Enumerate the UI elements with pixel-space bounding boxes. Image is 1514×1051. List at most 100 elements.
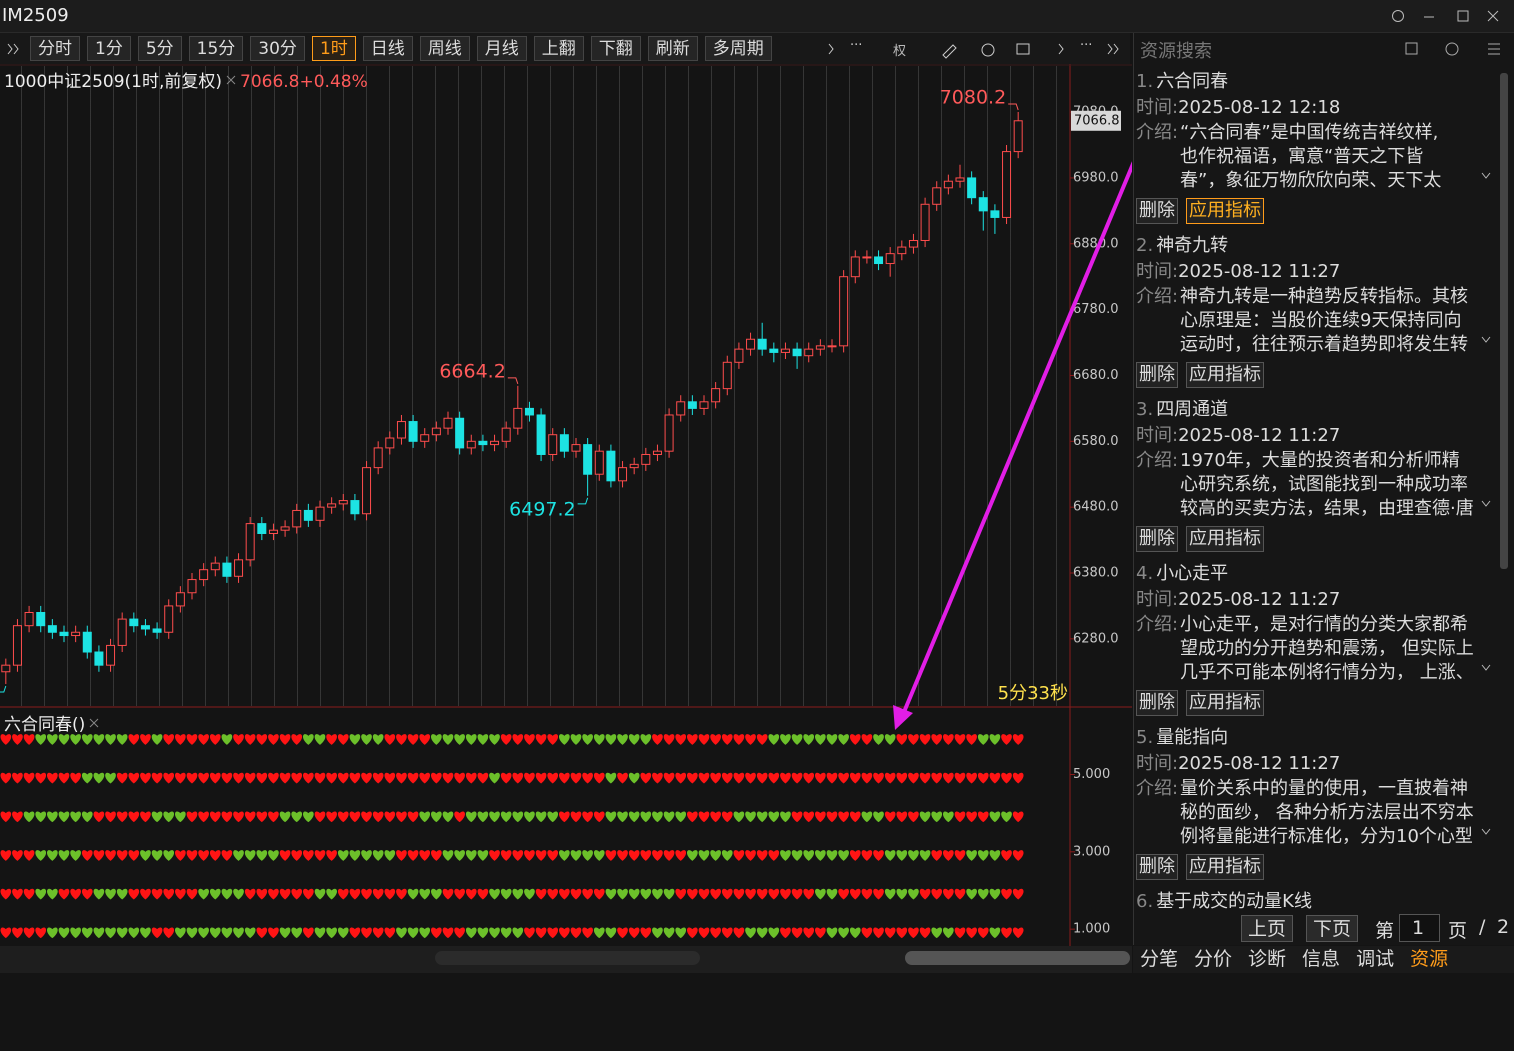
close-indicator[interactable] xyxy=(224,73,238,87)
toolbar-button[interactable]: 30分 xyxy=(250,36,305,61)
toolbar-button[interactable]: 上翻 xyxy=(533,36,584,61)
cloud-icon[interactable] xyxy=(981,43,995,57)
toolbar-button[interactable]: 1时 xyxy=(311,36,356,61)
bottom-tab[interactable]: 分价 xyxy=(1194,948,1233,970)
item-button[interactable]: 删除 xyxy=(1136,854,1178,880)
item-button[interactable]: 应用指标 xyxy=(1186,362,1264,388)
heart xyxy=(175,811,186,823)
close-indicator[interactable] xyxy=(87,716,101,730)
item-button[interactable]: 应用指标 xyxy=(1186,198,1264,224)
heart xyxy=(559,850,570,861)
next-page[interactable]: 下页 xyxy=(1306,915,1359,942)
expand-chevron[interactable] xyxy=(1480,827,1492,837)
heart xyxy=(186,734,198,745)
heart xyxy=(849,927,861,939)
heart xyxy=(873,927,884,939)
help-icon[interactable] xyxy=(1392,10,1404,22)
expand-chevron[interactable] xyxy=(1480,171,1492,181)
item-button[interactable]: 删除 xyxy=(1136,690,1178,716)
item-button[interactable]: 删除 xyxy=(1136,362,1178,388)
heart xyxy=(977,927,989,939)
time-label: 时间: xyxy=(1136,425,1179,446)
heart xyxy=(512,811,524,823)
toolbar-button[interactable]: 月线 xyxy=(476,36,527,61)
more-icon[interactable]: ··· xyxy=(850,38,862,53)
toolbar-button[interactable]: 5分 xyxy=(137,36,182,61)
prev-page[interactable]: 上页 xyxy=(1241,915,1294,942)
bottom-tab[interactable]: 信息 xyxy=(1302,948,1341,970)
toolbar-button[interactable]: 日线 xyxy=(362,36,413,61)
item-button[interactable]: 应用指标 xyxy=(1186,690,1264,716)
resource-item: 6. 基于成交的动量K线 xyxy=(1136,887,1496,1051)
item-button[interactable]: 删除 xyxy=(1136,526,1178,552)
heart xyxy=(233,734,244,745)
toolbar-button[interactable]: 1分 xyxy=(87,36,131,61)
menu-icon[interactable] xyxy=(1488,43,1500,55)
next-icon[interactable] xyxy=(828,43,834,55)
intro-line: “六合同春”是中国传统吉祥纹样, xyxy=(1180,122,1439,143)
page-separator: / xyxy=(1479,916,1486,938)
item-title[interactable]: 四周通道 xyxy=(1156,399,1229,420)
bottom-tab[interactable]: 分笔 xyxy=(1140,948,1179,970)
bottom-tab[interactable]: 调试 xyxy=(1356,948,1395,970)
item-title[interactable]: 基于成交的动量K线 xyxy=(1156,891,1312,912)
heart xyxy=(815,850,826,861)
heart xyxy=(268,734,279,745)
toolbar-extra[interactable]: 权 xyxy=(893,44,907,59)
item-title[interactable]: 小心走平 xyxy=(1156,563,1229,584)
candle-body xyxy=(431,427,441,436)
search-icon[interactable] xyxy=(1405,42,1418,55)
item-button[interactable]: 应用指标 xyxy=(1186,854,1264,880)
candle-body xyxy=(815,345,825,350)
toolbar-button[interactable]: 分时 xyxy=(30,36,80,61)
heart xyxy=(861,772,873,784)
candle-body xyxy=(699,401,709,409)
close-icon[interactable] xyxy=(1487,10,1499,22)
toolbar-button[interactable]: 下翻 xyxy=(590,36,641,61)
item-title[interactable]: 神奇九转 xyxy=(1156,235,1229,256)
next-icon[interactable] xyxy=(1058,43,1064,55)
item-time: 时间:2025-08-12 11:27 xyxy=(1136,257,1340,283)
scroll-thumb[interactable] xyxy=(905,951,1130,965)
heart xyxy=(128,734,140,745)
window-icon[interactable] xyxy=(1016,43,1030,55)
window-controls[interactable] xyxy=(1384,0,1514,32)
time-value: 2025-08-12 12:18 xyxy=(1178,97,1341,118)
heart xyxy=(396,734,407,745)
bottom-tab[interactable]: 资源 xyxy=(1410,948,1449,970)
heart xyxy=(617,772,628,784)
scrollbar[interactable] xyxy=(1500,73,1508,569)
heart xyxy=(535,734,547,745)
expand-chevron[interactable] xyxy=(1480,663,1492,673)
cloud-icon[interactable] xyxy=(1445,42,1459,56)
page-input[interactable]: 1 xyxy=(1399,914,1440,942)
heart xyxy=(628,888,640,900)
item-title[interactable]: 量能指向 xyxy=(1156,727,1229,748)
expand-chevron[interactable] xyxy=(1480,499,1492,509)
expand-icon[interactable] xyxy=(7,43,19,55)
heart xyxy=(663,888,675,900)
toolbar-button[interactable]: 15分 xyxy=(188,36,244,61)
heart xyxy=(593,811,605,823)
heart xyxy=(803,888,815,900)
toolbar-button[interactable]: 多周期 xyxy=(704,36,772,61)
expand-chevron[interactable] xyxy=(1480,335,1492,345)
item-button[interactable]: 应用指标 xyxy=(1186,526,1264,552)
panel-title: 资源搜索 xyxy=(1140,41,1212,62)
heart xyxy=(943,888,954,900)
heart xyxy=(838,850,849,861)
heart xyxy=(349,927,361,939)
toolbar-button[interactable]: 刷新 xyxy=(647,36,698,61)
maximize-icon[interactable] xyxy=(1457,10,1469,22)
extreme-label: 6664.2 xyxy=(439,360,505,382)
toolbar-button[interactable]: 周线 xyxy=(419,36,470,61)
expand-icon[interactable] xyxy=(1107,43,1119,55)
item-button[interactable]: 删除 xyxy=(1136,198,1178,224)
item-title[interactable]: 六合同春 xyxy=(1156,71,1229,92)
more-icon[interactable]: ··· xyxy=(1080,38,1092,53)
heart xyxy=(209,927,221,939)
toolbar-expand[interactable] xyxy=(0,33,60,64)
heart xyxy=(326,772,337,784)
bottom-tab[interactable]: 诊断 xyxy=(1248,948,1287,970)
draw-icon[interactable] xyxy=(942,44,957,59)
